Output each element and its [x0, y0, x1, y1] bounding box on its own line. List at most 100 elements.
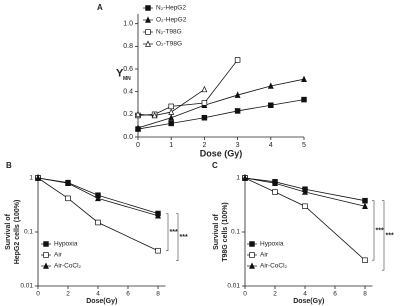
x-tick-label: 6	[333, 291, 337, 298]
marker	[43, 252, 49, 258]
legend-label: Air-CoCl₂	[260, 263, 288, 270]
legend-label: Hypoxia	[260, 241, 284, 248]
x-tick-label: 1	[169, 142, 173, 149]
y-tick-label: 0.8	[123, 43, 133, 50]
y-tick-label: 0.01	[227, 283, 240, 290]
x-tick-label: 0	[136, 142, 140, 149]
y-axis-label-sub: MN	[123, 76, 131, 82]
y-axis-label: Survival of	[213, 213, 220, 249]
y-axis-label: Survival of	[5, 213, 12, 249]
marker	[234, 57, 241, 63]
series-line	[137, 89, 205, 116]
significance-label: ***	[170, 229, 178, 236]
legend-label: N₂-HepG2	[156, 5, 186, 12]
marker	[168, 114, 175, 121]
significance-label: ***	[376, 227, 384, 234]
marker	[242, 174, 248, 181]
y-tick-label: 0.6	[123, 66, 133, 73]
x-tick-label: 2	[273, 291, 277, 298]
series-line	[37, 177, 159, 217]
x-tick-label: 2	[202, 142, 206, 149]
x-tick-label: 3	[236, 142, 240, 149]
y-tick-label: 0.4	[123, 89, 133, 96]
marker	[145, 5, 151, 11]
significance-label: ***	[386, 232, 394, 239]
series-line	[244, 177, 366, 207]
panel-label: B	[6, 161, 12, 170]
series-line	[137, 99, 305, 130]
x-tick-label: 4	[96, 291, 100, 298]
marker	[43, 241, 49, 247]
x-tick-label: 4	[303, 291, 307, 298]
significance-bracket	[166, 213, 169, 252]
marker	[95, 194, 101, 202]
marker	[234, 108, 241, 114]
marker	[201, 100, 208, 106]
legend-label: O₂-HepG2	[156, 17, 187, 24]
x-tick-label: 6	[126, 291, 130, 298]
legend-label: Air	[54, 252, 63, 259]
series-line	[244, 177, 366, 261]
y-tick-label: 0.2	[123, 111, 133, 118]
marker	[267, 82, 274, 89]
significance-bracket	[372, 200, 375, 261]
y-tick-label: 1	[29, 175, 33, 182]
x-axis-label: Dose (Gy)	[200, 148, 243, 158]
marker	[362, 202, 368, 209]
marker	[65, 195, 71, 202]
marker	[249, 241, 255, 247]
marker	[272, 179, 278, 186]
marker	[145, 40, 151, 47]
marker	[301, 75, 307, 82]
x-tick-label: 5	[302, 142, 306, 149]
y-tick-label: 0.0	[123, 134, 133, 141]
series-line	[137, 78, 305, 129]
significance-label: ***	[180, 234, 188, 241]
x-tick-label: 0	[243, 291, 247, 298]
marker	[168, 120, 174, 127]
marker	[362, 197, 368, 204]
panel-label: C	[212, 161, 218, 170]
x-tick-label: 4	[269, 142, 273, 149]
marker	[168, 108, 175, 115]
x-axis-label: Dose(Gy)	[293, 298, 324, 305]
marker	[249, 262, 255, 269]
marker	[168, 103, 174, 110]
x-tick-label: 8	[156, 291, 160, 298]
marker	[272, 189, 278, 195]
x-tick-label: 2	[66, 291, 70, 298]
marker	[43, 262, 49, 269]
x-tick-label: 0	[36, 291, 40, 298]
y-tick-label: 1	[236, 175, 240, 182]
marker	[65, 179, 71, 186]
series-line	[37, 177, 159, 252]
marker	[151, 111, 158, 119]
y-axis-label: HepG2 cells (100%)	[14, 200, 21, 265]
x-tick-label: 8	[363, 291, 367, 298]
marker	[155, 212, 161, 219]
marker	[135, 124, 141, 131]
x-axis-label: Dose(Gy)	[86, 298, 117, 305]
legend-label: Air	[260, 252, 269, 259]
significance-bracket	[176, 213, 179, 262]
marker	[35, 174, 41, 181]
legend-label: N₂-T98G	[156, 29, 182, 36]
legend-label: Air-CoCl₂	[54, 263, 82, 270]
y-tick-label: 1.0	[123, 21, 133, 28]
significance-bracket	[382, 200, 385, 271]
marker	[302, 203, 308, 209]
y-axis-label: T98G cells (100%)	[222, 202, 229, 262]
y-tick-label: 0.1	[24, 229, 33, 236]
marker	[301, 96, 307, 103]
legend-label: Hypoxia	[54, 241, 78, 248]
marker	[145, 29, 151, 35]
marker	[234, 91, 241, 98]
marker	[268, 102, 274, 109]
marker	[135, 110, 141, 118]
y-axis-label: Y	[116, 67, 124, 79]
panel-label: A	[97, 3, 103, 12]
y-tick-label: 0.1	[231, 229, 240, 236]
marker	[145, 16, 151, 23]
y-tick-label: 0.01	[20, 283, 33, 290]
